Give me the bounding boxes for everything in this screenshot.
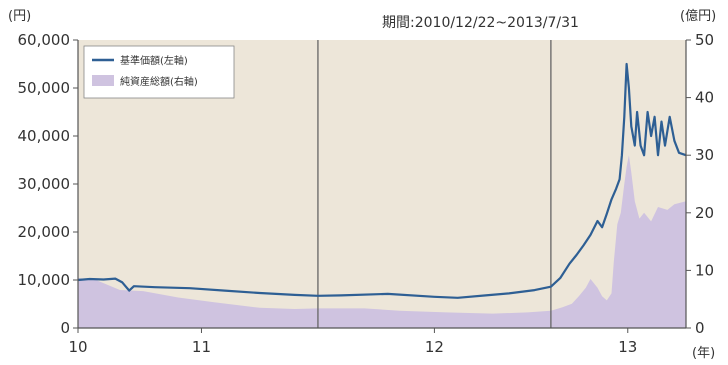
legend-area-swatch [92, 75, 114, 86]
right-axis-unit: (億円) [680, 8, 716, 24]
nav-line [77, 62, 687, 299]
legend: 基準価額(左軸) 純資産総額(右軸) [83, 45, 235, 99]
left-tick-label: 20,000 [18, 223, 71, 241]
legend-label-nav: 基準価額(左軸) [120, 54, 188, 67]
right-tick-label: 50 [695, 31, 714, 49]
left-tick-label: 50,000 [18, 79, 71, 97]
legend-box [83, 45, 235, 99]
left-tick-label: 30,000 [18, 175, 71, 193]
x-tick-label: 10 [68, 338, 87, 356]
right-tick-label: 40 [695, 89, 714, 107]
line-series-layer [77, 62, 687, 299]
x-axis-unit: (年) [692, 346, 715, 361]
right-tick-label: 20 [695, 204, 714, 222]
year-divider-layer [317, 40, 552, 328]
x-tick-label: 13 [618, 338, 637, 356]
tick-layer: 010,00020,00030,00040,00050,00060,000010… [18, 31, 715, 356]
net-assets-area [78, 155, 686, 328]
area-series-layer [78, 155, 686, 328]
legend-label-net-assets: 純資産総額(右軸) [120, 75, 198, 88]
left-tick-label: 40,000 [18, 127, 71, 145]
x-tick-label: 12 [425, 338, 444, 356]
period-label: 期間:2010/12/22~2013/7/31 [382, 15, 579, 31]
left-tick-label: 0 [60, 319, 70, 337]
right-tick-label: 30 [695, 146, 714, 164]
right-tick-label: 0 [695, 319, 705, 337]
right-tick-label: 10 [695, 261, 714, 279]
left-axis-unit: (円) [8, 9, 31, 24]
x-tick-label: 11 [192, 338, 211, 356]
left-tick-label: 60,000 [18, 31, 71, 49]
left-tick-label: 10,000 [18, 271, 71, 289]
